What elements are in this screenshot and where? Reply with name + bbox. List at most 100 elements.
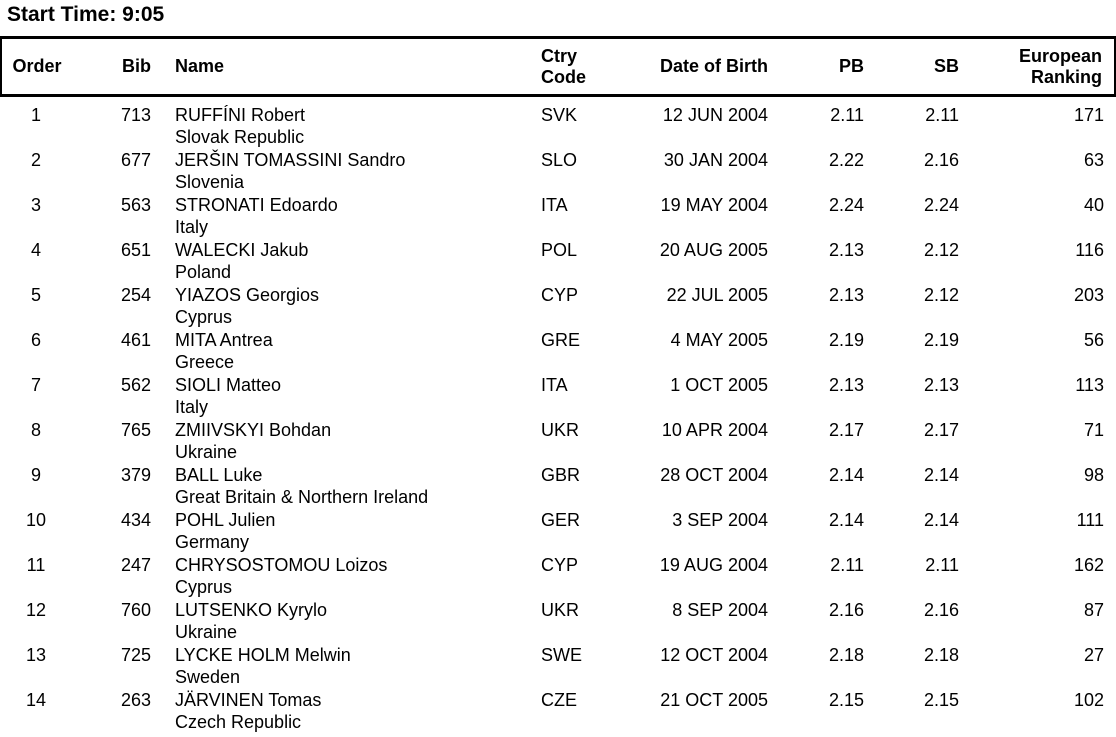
header-bib: Bib xyxy=(122,56,151,76)
table-row: 3 563 STRONATI Edoardo Italy ITA 19 MAY … xyxy=(0,194,1116,239)
ctry-code-cell: ITA xyxy=(541,375,568,395)
name-cell: YIAZOS Georgios Cyprus xyxy=(152,284,540,328)
pb-cell: 2.14 xyxy=(828,510,864,530)
sb-cell: 2.17 xyxy=(923,420,959,440)
order-cell: 6 xyxy=(30,330,41,350)
athlete-name: LUTSENKO Kyrylo xyxy=(175,600,328,620)
athlete-name: CHRYSOSTOMOU Loizos xyxy=(175,555,388,575)
bib-cell: 247 xyxy=(120,555,151,575)
bib-cell: 461 xyxy=(120,330,151,350)
pb-cell: 2.13 xyxy=(828,240,864,260)
sb-cell: 2.24 xyxy=(923,195,959,215)
athlete-country: Germany xyxy=(175,532,250,552)
order-cell: 9 xyxy=(30,465,41,485)
pb-cell: 2.16 xyxy=(828,600,864,620)
name-cell: RUFFÍNI Robert Slovak Republic xyxy=(152,104,540,148)
ctry-code-cell: GRE xyxy=(541,330,581,350)
ranking-cell: 56 xyxy=(1083,330,1104,350)
pb-cell: 2.15 xyxy=(828,690,864,710)
name-cell: MITA Antrea Greece xyxy=(152,329,540,373)
name-cell: CHRYSOSTOMOU Loizos Cyprus xyxy=(152,554,540,598)
athlete-name: LYCKE HOLM Melwin xyxy=(175,645,351,665)
sb-cell: 2.14 xyxy=(923,510,959,530)
table-row: 12 760 LUTSENKO Kyrylo Ukraine UKR 8 SEP… xyxy=(0,599,1116,644)
athlete-country: Greece xyxy=(175,352,235,372)
ctry-code-cell: SLO xyxy=(541,150,578,170)
bib-cell: 563 xyxy=(120,195,151,215)
pb-cell: 2.22 xyxy=(828,150,864,170)
athlete-name: MITA Antrea xyxy=(175,330,273,350)
athlete-country: Slovak Republic xyxy=(175,127,305,147)
header-date-of-birth: Date of Birth xyxy=(660,56,768,76)
bib-cell: 254 xyxy=(120,285,151,305)
athlete-country: Czech Republic xyxy=(175,712,302,732)
athlete-country: Poland xyxy=(175,262,232,282)
order-cell: 7 xyxy=(30,375,41,395)
dob-cell: 3 SEP 2004 xyxy=(672,510,768,530)
table-row: 4 651 WALECKI Jakub Poland POL 20 AUG 20… xyxy=(0,239,1116,284)
pb-cell: 2.13 xyxy=(828,285,864,305)
athlete-country: Italy xyxy=(175,217,209,237)
pb-cell: 2.17 xyxy=(828,420,864,440)
name-cell: ZMIIVSKYI Bohdan Ukraine xyxy=(152,419,540,463)
start-time-title: Start Time: 9:05 xyxy=(7,3,165,26)
name-cell: STRONATI Edoardo Italy xyxy=(152,194,540,238)
header-european-ranking-line1: European xyxy=(1018,45,1102,66)
table-row: 5 254 YIAZOS Georgios Cyprus CYP 22 JUL … xyxy=(0,284,1116,329)
athlete-name: JÄRVINEN Tomas xyxy=(175,690,322,710)
athlete-country: Cyprus xyxy=(175,307,233,327)
table-row: 11 247 CHRYSOSTOMOU Loizos Cyprus CYP 19… xyxy=(0,554,1116,599)
dob-cell: 12 OCT 2004 xyxy=(660,645,768,665)
name-cell: LUTSENKO Kyrylo Ukraine xyxy=(152,599,540,643)
order-cell: 2 xyxy=(30,150,41,170)
ctry-code-cell: CZE xyxy=(541,690,577,710)
header-ctry-code-line2: Code xyxy=(541,66,586,87)
order-cell: 4 xyxy=(30,240,41,260)
order-cell: 14 xyxy=(25,690,47,710)
ctry-code-cell: UKR xyxy=(541,600,580,620)
table-row: 8 765 ZMIIVSKYI Bohdan Ukraine UKR 10 AP… xyxy=(0,419,1116,464)
header-european-ranking: European Ranking xyxy=(961,46,1114,88)
pb-cell: 2.13 xyxy=(828,375,864,395)
name-cell: BALL Luke Great Britain & Northern Irela… xyxy=(152,464,540,508)
table-row: 9 379 BALL Luke Great Britain & Northern… xyxy=(0,464,1116,509)
athlete-name: BALL Luke xyxy=(175,465,263,485)
athlete-country: Italy xyxy=(175,397,209,417)
bib-cell: 765 xyxy=(120,420,151,440)
dob-cell: 4 MAY 2005 xyxy=(670,330,768,350)
dob-cell: 22 JUL 2005 xyxy=(666,285,768,305)
order-cell: 1 xyxy=(30,105,41,125)
ranking-cell: 171 xyxy=(1073,105,1104,125)
bib-cell: 263 xyxy=(120,690,151,710)
athlete-name: RUFFÍNI Robert xyxy=(175,105,306,125)
athlete-name: WALECKI Jakub xyxy=(175,240,309,260)
ctry-code-cell: GER xyxy=(541,510,581,530)
ctry-code-cell: SVK xyxy=(541,105,578,125)
dob-cell: 28 OCT 2004 xyxy=(660,465,768,485)
header-european-ranking-line2: Ranking xyxy=(1030,66,1102,87)
ctry-code-cell: GBR xyxy=(541,465,581,485)
dob-cell: 21 OCT 2005 xyxy=(660,690,768,710)
athlete-name: YIAZOS Georgios xyxy=(175,285,320,305)
sb-cell: 2.13 xyxy=(923,375,959,395)
athlete-country: Great Britain & Northern Ireland xyxy=(175,487,429,507)
table-row: 2 677 JERŠIN TOMASSINI Sandro Slovenia S… xyxy=(0,149,1116,194)
bib-cell: 562 xyxy=(120,375,151,395)
name-cell: JERŠIN TOMASSINI Sandro Slovenia xyxy=(152,149,540,193)
sb-cell: 2.11 xyxy=(925,555,959,575)
sb-cell: 2.12 xyxy=(923,285,959,305)
table-row: 14 263 JÄRVINEN Tomas Czech Republic CZE… xyxy=(0,689,1116,734)
athlete-name: STRONATI Edoardo xyxy=(175,195,338,215)
ranking-cell: 40 xyxy=(1083,195,1104,215)
athlete-country: Sweden xyxy=(175,667,241,687)
sb-cell: 2.15 xyxy=(923,690,959,710)
order-cell: 3 xyxy=(30,195,41,215)
bib-cell: 725 xyxy=(120,645,151,665)
ranking-cell: 98 xyxy=(1083,465,1104,485)
dob-cell: 19 MAY 2004 xyxy=(660,195,768,215)
athlete-name: POHL Julien xyxy=(175,510,276,530)
dob-cell: 20 AUG 2005 xyxy=(659,240,768,260)
sb-cell: 2.16 xyxy=(923,150,959,170)
dob-cell: 1 OCT 2005 xyxy=(670,375,768,395)
ranking-cell: 111 xyxy=(1076,510,1104,530)
